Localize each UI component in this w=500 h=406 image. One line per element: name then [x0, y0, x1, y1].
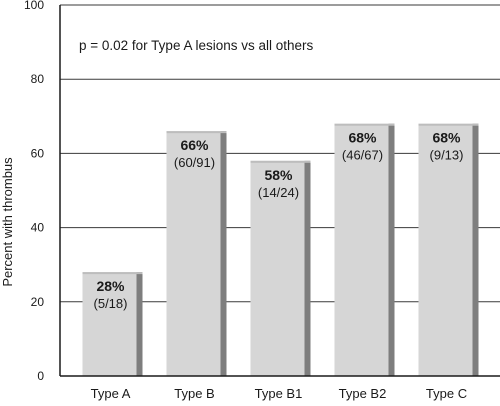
bar-shadow: [136, 272, 143, 376]
x-category-label: Type B2: [339, 386, 387, 401]
x-category-labels: Type A Type B Type B1 Type B2 Type C: [91, 386, 467, 401]
y-tick-label: 80: [31, 72, 45, 86]
chart-annotation: p = 0.02 for Type A lesions vs all other…: [79, 38, 314, 53]
bar-type-a: [82, 272, 143, 376]
bar-value-label: 28%: [96, 278, 125, 294]
bar-type-b1: [250, 160, 311, 376]
bar-type-b: [166, 131, 227, 376]
x-category-label: Type B: [174, 386, 214, 401]
bars: [82, 123, 479, 376]
y-axis-title: Percent with thrombus: [0, 157, 15, 287]
bar-shadow: [388, 123, 395, 376]
bar-value-label: 66%: [180, 137, 209, 153]
y-tick-labels: 0 20 40 60 80 100: [24, 0, 44, 383]
data-labels: 28% (5/18) 66% (60/91) 58% (14/24) 68% (46/67) 6…: [94, 130, 464, 311]
y-tick-label: 60: [31, 146, 45, 160]
x-category-label: Type A: [91, 386, 131, 401]
bar-value-label: 58%: [264, 167, 293, 183]
bar-face: [418, 123, 473, 376]
bar-top-edge: [82, 272, 143, 275]
bar-top-edge: [334, 123, 395, 126]
bar-count-label: (46/67): [342, 148, 383, 163]
bar-count-label: (9/13): [430, 148, 464, 163]
bar-face: [250, 160, 305, 376]
x-category-label: Type C: [426, 386, 467, 401]
bar-top-edge: [418, 123, 479, 126]
bar-shadow: [220, 131, 227, 376]
x-category-label: Type B1: [255, 386, 303, 401]
bar-face: [166, 131, 221, 376]
bar-count-label: (60/91): [174, 155, 215, 170]
y-tick-label: 0: [37, 369, 44, 383]
y-tick-label: 20: [31, 295, 45, 309]
bar-type-b2: [334, 123, 395, 376]
bar-top-edge: [166, 131, 227, 134]
bar-type-c: [418, 123, 479, 376]
bar-top-edge: [250, 160, 311, 163]
bar-face: [82, 272, 137, 376]
y-tick-label: 100: [24, 0, 44, 12]
bar-shadow: [472, 123, 479, 376]
bar-count-label: (14/24): [258, 185, 299, 200]
bar-count-label: (5/18): [94, 296, 128, 311]
bar-face: [334, 123, 389, 376]
y-tick-label: 40: [31, 221, 45, 235]
bar-value-label: 68%: [348, 130, 377, 146]
bar-value-label: 68%: [432, 130, 461, 146]
bar-shadow: [304, 160, 311, 376]
axes: [59, 5, 500, 377]
